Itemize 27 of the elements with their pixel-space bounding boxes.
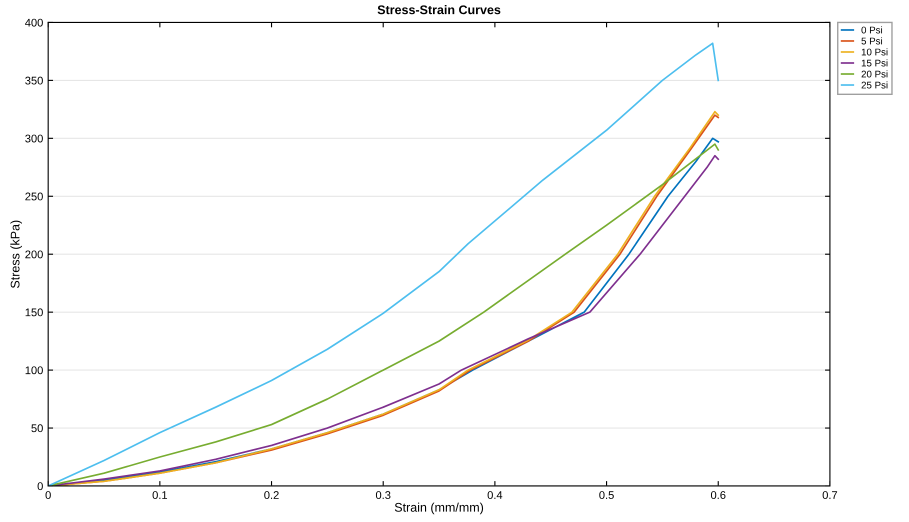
x-tick-label: 0.6: [710, 491, 726, 500]
y-tick-label: 200: [25, 250, 43, 258]
y-tick-label: 100: [26, 366, 43, 374]
x-tick-label: 0.5: [599, 491, 614, 500]
y-tick-label: 0: [38, 482, 43, 490]
legend-label: 25 Psi: [862, 81, 888, 89]
y-tick-label: 250: [25, 192, 43, 200]
x-tick-label: 0.4: [488, 491, 502, 500]
x-tick-label: 0.2: [264, 491, 279, 500]
x-tick-label: 0.1: [152, 491, 168, 500]
legend-label: 15 Psi: [862, 59, 888, 66]
legend-label: 5 Psi: [861, 37, 882, 44]
y-tick-label: 150: [26, 308, 43, 316]
legend-label: 0 Psi: [861, 26, 882, 34]
x-tick-label: 0.3: [376, 491, 390, 500]
x-tick-label: 0.7: [822, 491, 838, 500]
legend-label: 10 Psi: [862, 48, 888, 56]
x-axis-title: Strain (mm/mm): [394, 502, 484, 514]
line-series: [48, 42, 720, 486]
y-tick-label: 50: [31, 424, 43, 432]
y-tick-label: 300: [25, 134, 43, 142]
chart-title: Stress-Strain Curves: [378, 5, 500, 14]
y-axis-title: Stress (kPa): [10, 220, 22, 288]
x-tick-label: 0: [46, 491, 51, 500]
y-tick-label: 400: [25, 18, 43, 27]
legend-label: 20 Psi: [862, 70, 888, 78]
y-tick-label: 350: [25, 76, 43, 85]
